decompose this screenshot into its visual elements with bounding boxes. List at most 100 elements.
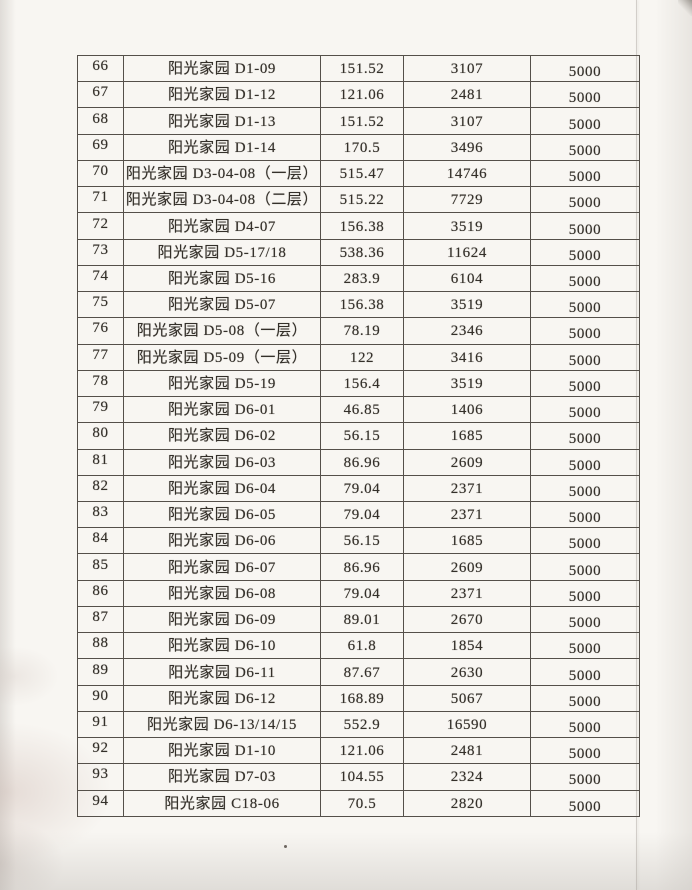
- property-name-cell: 阳光家园 D3-04-08（一层）: [123, 158, 321, 187]
- area-cell: 515.47: [320, 160, 404, 189]
- property-name-cell: 阳光家园 D6-01: [123, 395, 321, 423]
- amount-cell: 2481: [403, 738, 531, 766]
- fee-cell: 5000: [530, 452, 640, 480]
- amount-cell: 3107: [403, 108, 531, 136]
- amount-cell: 2609: [403, 449, 531, 477]
- area-cell: 168.89: [320, 685, 404, 713]
- fee-cell: 5000: [530, 609, 640, 638]
- table-row: 78 阳光家园 D5-19 156.4 3519 5000: [77, 367, 640, 402]
- fee-table: 66 阳光家园 D1-09 151.52 3107 5000 67 阳光家园 D1-12 12…: [77, 52, 640, 822]
- amount-cell: 3519: [403, 213, 531, 241]
- amount-cell: 3416: [403, 344, 531, 372]
- property-name-cell: 阳光家园 D6-03: [123, 447, 321, 475]
- table-body: 66 阳光家园 D1-09 151.52 3107 5000 67 阳光家园 D1-12 12…: [77, 52, 640, 822]
- fee-cell: 5000: [530, 583, 640, 611]
- area-cell: 78.19: [320, 318, 404, 346]
- table-row: 74 阳光家园 D5-16 283.9 6104 5000: [77, 262, 640, 297]
- row-number-cell: 91: [77, 708, 124, 737]
- fee-cell: 5000: [530, 347, 640, 375]
- fee-cell: 5000: [530, 85, 640, 113]
- amount-cell: 2371: [403, 501, 531, 530]
- property-name-cell: 阳光家园 D3-04-08（二层）: [123, 185, 321, 213]
- area-cell: 86.96: [320, 449, 404, 477]
- fee-cell: 5000: [530, 557, 640, 585]
- row-number-cell: 82: [77, 472, 124, 500]
- area-cell: 86.96: [320, 554, 404, 582]
- row-number-cell: 93: [77, 761, 124, 789]
- property-name-cell: 阳光家园 D1-14: [123, 132, 321, 160]
- property-name-cell: 阳光家园 D7-03: [123, 762, 321, 790]
- fee-cell: 5000: [530, 741, 640, 769]
- table-row: 86 阳光家园 D6-08 79.04 2371 5000: [77, 577, 640, 611]
- fee-cell: 5000: [530, 190, 640, 218]
- property-name-cell: 阳光家园 D6-04: [123, 473, 321, 501]
- amount-cell: 3107: [403, 55, 531, 84]
- table-row: 89 阳光家园 D6-11 87.67 2630 5000: [77, 656, 640, 690]
- table-row: 71 阳光家园 D3-04-08（二层） 515.22 7729 5000: [77, 184, 640, 218]
- area-cell: 156.38: [320, 213, 404, 241]
- table-row: 68 阳光家园 D1-13 151.52 3107 5000: [77, 105, 640, 139]
- property-name-cell: 阳光家园 D6-08: [123, 578, 321, 606]
- property-name-cell: 阳光家园 D5-08（一层）: [123, 316, 321, 344]
- area-cell: 151.52: [320, 55, 404, 84]
- fee-cell: 5000: [530, 714, 640, 743]
- property-name-cell: 阳光家园 D6-12: [123, 683, 321, 711]
- amount-cell: 1685: [403, 528, 531, 556]
- amount-cell: 2481: [403, 82, 531, 110]
- amount-cell: 11624: [403, 239, 531, 267]
- property-name-cell: 阳光家园 D6-02: [123, 421, 321, 449]
- area-cell: 538.36: [320, 239, 404, 267]
- row-number-cell: 74: [77, 262, 124, 291]
- row-number-cell: 79: [77, 394, 124, 422]
- table-row: 66 阳光家园 D1-09 151.52 3107 5000: [77, 52, 640, 87]
- fee-cell: 5000: [530, 295, 640, 323]
- table-row: 87 阳光家园 D6-09 89.01 2670 5000: [77, 603, 640, 638]
- ink-speck: [284, 845, 287, 848]
- area-cell: 156.4: [320, 370, 404, 399]
- table-row: 84 阳光家园 D6-06 56.15 1685 5000: [77, 525, 640, 559]
- fee-cell: 5000: [530, 767, 640, 795]
- area-cell: 89.01: [320, 606, 404, 635]
- fee-cell: 5000: [530, 242, 640, 270]
- row-number-cell: 67: [77, 79, 124, 107]
- row-number-cell: 80: [77, 420, 124, 448]
- property-name-cell: 阳光家园 D1-12: [123, 80, 321, 108]
- property-name-cell: 阳光家园 D4-07: [123, 211, 321, 239]
- row-number-cell: 86: [77, 577, 124, 605]
- area-cell: 56.15: [320, 423, 404, 451]
- amount-cell: 2670: [403, 606, 531, 635]
- row-number-cell: 71: [77, 184, 124, 212]
- fee-cell: 5000: [530, 504, 640, 533]
- fee-cell: 5000: [530, 531, 640, 559]
- fee-cell: 5000: [530, 58, 640, 87]
- fee-cell: 5000: [530, 268, 640, 297]
- table-row: 83 阳光家园 D6-05 79.04 2371 5000: [77, 498, 640, 533]
- property-name-cell: 阳光家园 D6-07: [123, 552, 321, 580]
- amount-cell: 2324: [403, 764, 531, 792]
- table-row: 80 阳光家园 D6-02 56.15 1685 5000: [77, 420, 640, 454]
- area-cell: 79.04: [320, 475, 404, 503]
- property-name-cell: 阳光家园 D5-09（一层）: [123, 342, 321, 370]
- row-number-cell: 78: [77, 367, 124, 396]
- area-cell: 61.8: [320, 633, 404, 661]
- fee-cell: 5000: [530, 400, 640, 428]
- table-row: 67 阳光家园 D1-12 121.06 2481 5000: [77, 79, 640, 113]
- row-number-cell: 89: [77, 656, 124, 684]
- area-cell: 121.06: [320, 738, 404, 766]
- fee-cell: 5000: [530, 688, 640, 716]
- amount-cell: 2371: [403, 580, 531, 608]
- amount-cell: 5067: [403, 685, 531, 713]
- amount-cell: 3519: [403, 370, 531, 399]
- amount-cell: 2371: [403, 475, 531, 503]
- fee-cell: 5000: [530, 321, 640, 349]
- table-row: 93 阳光家园 D7-03 104.55 2324 5000: [77, 761, 640, 795]
- row-number-cell: 88: [77, 630, 124, 658]
- table-row: 77 阳光家园 D5-09（一层） 122 3416 5000: [77, 341, 640, 375]
- fee-cell: 5000: [530, 111, 640, 139]
- amount-cell: 1406: [403, 397, 531, 425]
- area-cell: 283.9: [320, 265, 404, 294]
- table-row: 81 阳光家园 D6-03 86.96 2609 5000: [77, 446, 640, 480]
- fee-cell: 5000: [530, 478, 640, 506]
